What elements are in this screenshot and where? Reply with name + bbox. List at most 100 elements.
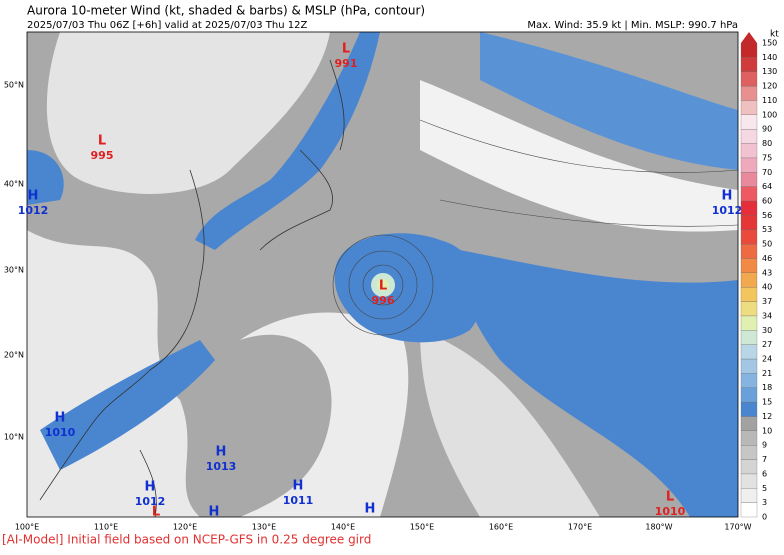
center-value: 1012	[712, 204, 743, 217]
colorbar-label: 90	[762, 125, 772, 134]
center-value: 995	[91, 149, 114, 162]
colorbar-label: 18	[762, 383, 772, 392]
colorbar-box	[740, 445, 758, 460]
lon-label: 110°E	[94, 523, 118, 532]
colorbar-box	[740, 430, 758, 446]
center-letter: L	[98, 134, 106, 149]
colorbar-box	[740, 186, 758, 202]
lon-label: 140°E	[331, 523, 355, 532]
colorbar-box	[740, 315, 758, 331]
colorbar-box	[740, 401, 758, 417]
colorbar-box	[740, 258, 758, 273]
colorbar-label: 9	[762, 441, 767, 450]
colorbar-box	[740, 129, 758, 144]
lon-label: 180°W	[645, 523, 672, 532]
colorbar-label: 40	[762, 283, 772, 292]
colorbar-box	[740, 502, 758, 518]
colorbar-label: 140	[762, 53, 777, 62]
lat-label: 40°N	[4, 180, 24, 189]
colorbar-label: 100	[762, 110, 777, 119]
colorbar-box	[740, 42, 758, 58]
colorbar-box	[740, 358, 758, 374]
lat-label: 10°N	[4, 433, 24, 442]
colorbar-box	[740, 172, 758, 187]
colorbar-box	[740, 114, 758, 130]
center-value: 1013	[206, 460, 237, 473]
colorbar-label: 10	[762, 426, 772, 435]
colorbar-box	[740, 416, 758, 431]
colorbar-arrow	[741, 32, 757, 43]
colorbar-label: 150	[762, 39, 777, 48]
center-letter: H	[365, 502, 376, 517]
center-letter: L	[152, 505, 160, 520]
colorbar-label: 7	[762, 455, 767, 464]
colorbar-box	[740, 272, 758, 288]
center-letter: H	[216, 445, 227, 460]
colorbar-box	[740, 344, 758, 360]
colorbar-box	[740, 473, 758, 489]
colorbar-label: 34	[762, 311, 772, 320]
lon-label: 160°E	[489, 523, 513, 532]
center-value: 991	[335, 57, 358, 70]
center-value: 1012	[135, 495, 166, 508]
colorbar-label: 12	[762, 412, 772, 421]
colorbar-label: 24	[762, 355, 772, 364]
colorbar-label: 130	[762, 67, 777, 76]
colorbar-box	[740, 100, 758, 115]
colorbar-box	[740, 157, 758, 173]
colorbar-label: 56	[762, 211, 772, 220]
center-value: 1011	[283, 494, 314, 507]
colorbar-box	[740, 373, 758, 388]
colorbar-unit: kt	[770, 30, 779, 40]
colorbar-box	[740, 459, 758, 475]
colorbar-label: 3	[762, 498, 767, 507]
colorbar-box	[740, 85, 758, 101]
lon-label: 120°E	[173, 523, 197, 532]
center-letter: H	[293, 479, 304, 494]
colorbar-label: 50	[762, 240, 772, 249]
colorbar-label: 15	[762, 398, 772, 407]
lat-label: 50°N	[4, 81, 24, 90]
center-letter: L	[379, 279, 387, 294]
center-value: 1012	[18, 204, 49, 217]
footer-note: [AI-Model] Initial field based on NCEP-G…	[2, 533, 371, 547]
colorbar-label: 0	[762, 513, 767, 522]
center-letter: H	[28, 189, 39, 204]
colorbar-label: 30	[762, 326, 772, 335]
lon-label: 170°E	[568, 523, 592, 532]
colorbar-box	[740, 330, 758, 345]
colorbar-label: 43	[762, 268, 772, 277]
colorbar-label: 5	[762, 484, 767, 493]
colorbar-box	[740, 229, 758, 245]
center-value: 996	[372, 294, 395, 307]
colorbar-label: 120	[762, 82, 777, 91]
colorbar-box	[740, 243, 758, 259]
colorbar-label: 70	[762, 168, 772, 177]
colorbar-label: 80	[762, 139, 772, 148]
colorbar-label: 21	[762, 369, 772, 378]
map-field	[27, 32, 738, 517]
colorbar-box	[740, 71, 758, 87]
colorbar-box	[740, 387, 758, 403]
colorbar-box	[740, 57, 758, 72]
colorbar-label: 37	[762, 297, 772, 306]
colorbar-box	[740, 200, 758, 216]
colorbar-label: 46	[762, 254, 772, 263]
center-letter: H	[55, 411, 66, 426]
colorbar-box	[740, 287, 758, 302]
colorbar-box	[740, 301, 758, 317]
colorbar-box	[740, 488, 758, 503]
center-letter: H	[722, 189, 733, 204]
lon-label: 170°W	[724, 523, 751, 532]
colorbar-label: 110	[762, 96, 777, 105]
lat-label: 30°N	[4, 266, 24, 275]
lon-label: 150°E	[410, 523, 434, 532]
center-value: 1010	[655, 505, 686, 518]
center-letter: L	[666, 490, 674, 505]
center-letter: L	[342, 42, 350, 57]
stats: Max. Wind: 35.9 kt | Min. MSLP: 990.7 hP…	[527, 20, 738, 31]
center-value: 1010	[45, 426, 76, 439]
colorbar-label: 64	[762, 182, 772, 191]
colorbar-label: 75	[762, 153, 772, 162]
